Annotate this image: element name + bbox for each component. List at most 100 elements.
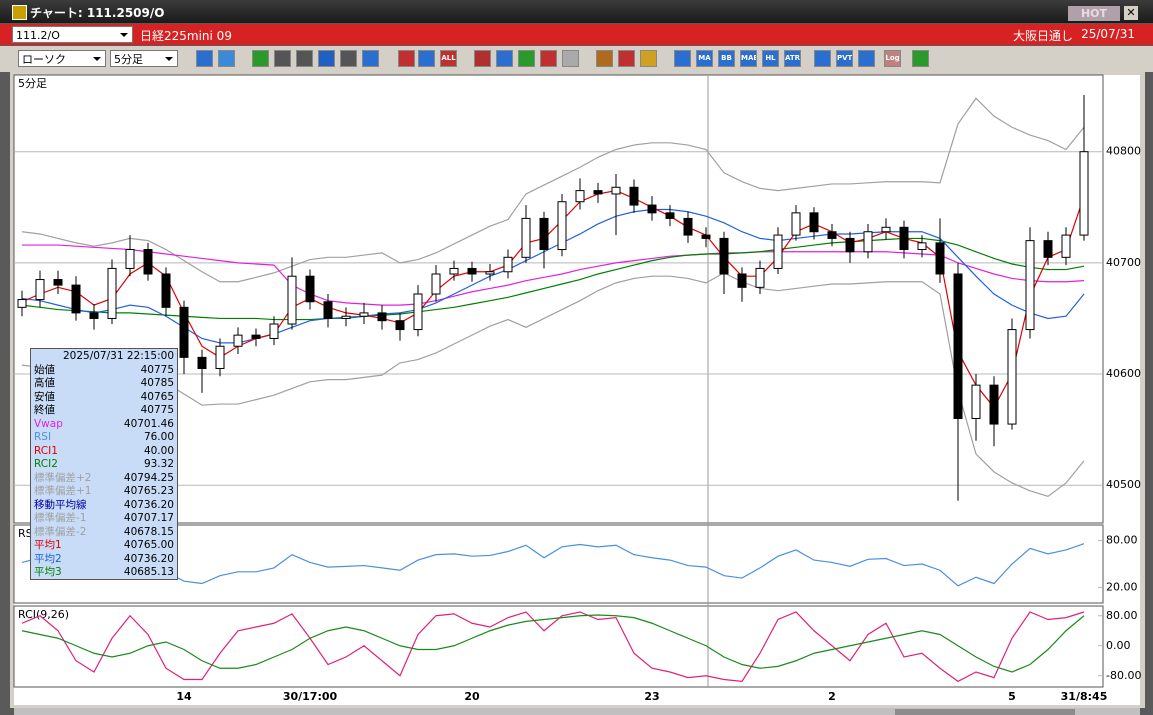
toolbar-icon[interactable] <box>858 50 875 67</box>
toolbar-icon[interactable] <box>540 50 557 67</box>
series-line <box>22 244 1085 306</box>
candle-body <box>989 384 999 425</box>
data-value: 40.00 <box>143 444 174 457</box>
candle-body <box>17 299 27 308</box>
toolbar-icon[interactable] <box>474 50 491 67</box>
series-line <box>21 614 1085 673</box>
candle-body <box>467 267 477 275</box>
data-label: 始値 <box>34 363 55 376</box>
data-row: 平均2 40736.20 <box>34 553 174 567</box>
candle-body <box>1007 329 1017 425</box>
candle-body <box>161 273 171 308</box>
toolbar-icon[interactable] <box>618 50 635 67</box>
toolbar-icon[interactable] <box>674 50 691 67</box>
data-row: 始値 40775 <box>34 364 174 378</box>
instrument-name: 日経225mini 09 <box>140 29 232 43</box>
title-bar: チャート: 111.2509/O HOT ✕ <box>0 0 1153 23</box>
x-tick-label: 20 <box>464 690 480 703</box>
data-label: RCI2 <box>34 458 58 470</box>
rci-panel <box>13 605 1104 688</box>
panel-title: 5分足 <box>18 77 47 90</box>
interval-select[interactable]: 5分足 <box>110 50 178 67</box>
x-tick-label: 14 <box>176 690 192 703</box>
toolbar-icon[interactable] <box>640 50 657 67</box>
x-tick-label: 2 <box>828 690 836 703</box>
scrollbar[interactable] <box>14 708 1140 715</box>
candle-body <box>107 267 117 319</box>
main-panel <box>13 74 1104 524</box>
candle-body <box>899 226 909 251</box>
y-tick-label: 40700 <box>1106 256 1141 269</box>
candle-body <box>323 301 333 319</box>
candle-body <box>485 271 495 275</box>
data-row: 標準偏差-1 40707.17 <box>34 512 174 526</box>
toolbar-icon[interactable] <box>318 50 335 67</box>
candle-body <box>863 231 873 253</box>
toolbar-icon[interactable] <box>518 50 535 67</box>
panel-title: RCI(9,26) <box>18 608 69 621</box>
toolbar-icon[interactable] <box>596 50 613 67</box>
toolbar-button[interactable]: PVT <box>836 50 853 67</box>
toolbar-icon[interactable] <box>252 50 269 67</box>
toolbar-icon[interactable] <box>296 50 313 67</box>
data-label: RSI <box>34 431 52 443</box>
y-tick-label: 20.00 <box>1106 580 1138 593</box>
toolbar-button[interactable]: ATR <box>784 50 801 67</box>
toolbar-button[interactable]: HL <box>762 50 779 67</box>
data-value: 40775 <box>140 404 174 416</box>
toolbar-button[interactable]: ALL <box>440 50 457 67</box>
scroll-thumb[interactable] <box>895 709 1075 715</box>
candle-body <box>341 315 351 319</box>
candle-body <box>71 284 81 314</box>
data-value: 40736.20 <box>123 552 174 565</box>
toolbar-icon[interactable] <box>562 50 579 67</box>
window-title: チャート: 111.2509/O <box>30 6 165 20</box>
data-label: 平均2 <box>34 552 62 565</box>
candle-body <box>251 334 261 339</box>
data-row: 標準偏差+2 40794.25 <box>34 472 174 486</box>
data-value: 40736.20 <box>123 498 174 511</box>
toolbar-icon[interactable] <box>912 50 929 67</box>
y-tick-label: 40800 <box>1106 145 1141 158</box>
data-row: RCI1 40.00 <box>34 445 174 459</box>
hot-button[interactable]: HOT <box>1068 6 1120 21</box>
data-row: 高値 40785 <box>34 377 174 391</box>
y-tick-label: -80.00 <box>1106 669 1141 682</box>
toolbar-icon[interactable] <box>218 50 235 67</box>
toolbar: ローソク 5分足 ALL MA BB MAE HL ATR PVT Log <box>0 46 1153 72</box>
candle-body <box>413 293 423 331</box>
toolbar-icon[interactable] <box>398 50 415 67</box>
toolbar-icon[interactable] <box>274 50 291 67</box>
candle-body <box>233 334 243 347</box>
data-row: 平均1 40765.00 <box>34 539 174 553</box>
toolbar-button[interactable]: Log <box>884 50 901 67</box>
toolbar-button[interactable]: BB <box>718 50 735 67</box>
data-label: 標準偏差-1 <box>34 512 87 524</box>
toolbar-icon[interactable] <box>362 50 379 67</box>
symbol-select[interactable]: 111.2/O <box>12 26 133 43</box>
toolbar-button[interactable]: MAE <box>740 50 757 67</box>
chart-type-select[interactable]: ローソク <box>18 50 106 67</box>
candle-body <box>125 249 135 269</box>
candle-body <box>575 190 585 203</box>
market-name: 大阪日通し <box>1012 29 1073 43</box>
toolbar-icon[interactable] <box>418 50 435 67</box>
toolbar-icon[interactable] <box>340 50 357 67</box>
candle-body <box>143 249 153 275</box>
data-row: 標準偏差-2 40678.15 <box>34 526 174 540</box>
candle-body <box>53 279 63 286</box>
toolbar-icon[interactable] <box>814 50 831 67</box>
toolbar-icon[interactable] <box>196 50 213 67</box>
toolbar-button[interactable]: MA <box>696 50 713 67</box>
candle-body <box>377 312 387 322</box>
data-value: 40701.46 <box>123 417 174 430</box>
candle-body <box>719 237 729 275</box>
data-label: 標準偏差-2 <box>34 525 87 538</box>
close-button[interactable]: ✕ <box>1124 6 1138 20</box>
candle-body <box>287 275 297 325</box>
data-row: RSI 76.00 <box>34 431 174 445</box>
toolbar-icon[interactable] <box>496 50 513 67</box>
data-row: RCI2 93.32 <box>34 458 174 472</box>
candle-body <box>935 242 945 275</box>
